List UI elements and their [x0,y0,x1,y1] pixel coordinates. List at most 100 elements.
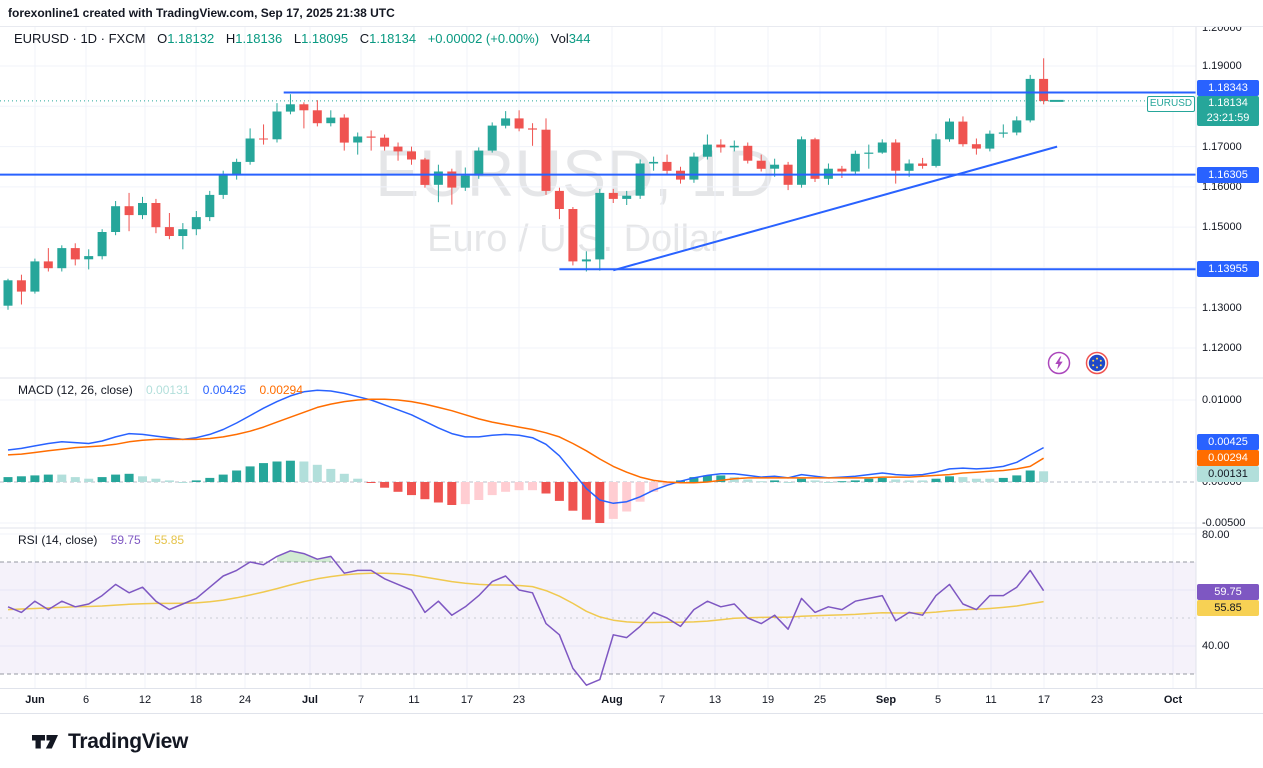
candle[interactable] [124,206,134,216]
candle[interactable] [487,125,497,151]
price-line-symbol-label[interactable]: EURUSD [1147,96,1195,112]
candle[interactable] [877,142,887,153]
candle[interactable] [918,163,928,166]
candle[interactable] [460,175,470,188]
candle[interactable] [554,190,564,209]
candle[interactable] [191,217,201,230]
rsi-ma-badge[interactable]: 55.85 [1197,600,1259,616]
macd-line-badge[interactable]: 0.00425 [1197,434,1259,450]
candle[interactable] [272,111,282,140]
candles-layer[interactable] [3,58,1049,310]
candle[interactable] [111,206,121,232]
candle[interactable] [864,152,874,154]
candle[interactable] [514,118,524,129]
candle[interactable] [662,161,672,171]
candle[interactable] [971,144,981,149]
rsi-title[interactable]: RSI (14, close) [18,533,98,547]
candle[interactable] [837,168,847,172]
drawings-layer[interactable] [0,91,1196,272]
candle[interactable] [299,104,309,111]
candle[interactable] [393,146,403,152]
candle[interactable] [407,151,416,160]
rsi-badge[interactable]: 59.75 [1197,584,1259,600]
candle[interactable] [689,156,699,180]
candle[interactable] [30,261,40,292]
symbol-title[interactable]: EURUSD · 1D · FXCM [14,31,146,46]
candle[interactable] [501,118,511,126]
candle[interactable] [339,117,349,143]
candle[interactable] [904,163,914,171]
candle[interactable] [1025,78,1035,121]
candle[interactable] [312,110,322,124]
symbol-legend[interactable]: EURUSD · 1D · FXCM O1.18132 H1.18136 L1.… [14,31,590,46]
candle[interactable] [433,171,443,185]
candle[interactable] [205,194,215,218]
candle[interactable] [97,232,107,257]
macd-signal-badge[interactable]: 0.00294 [1197,450,1259,466]
ascending-trendline[interactable] [613,145,1058,272]
candle[interactable] [245,138,255,162]
candle[interactable] [622,195,632,199]
candle[interactable] [743,145,753,161]
economic-event-lightning-icon[interactable] [1047,351,1071,375]
candle[interactable] [164,227,174,236]
candle[interactable] [353,136,363,143]
rsi-legend[interactable]: RSI (14, close) 59.75 55.85 [18,533,184,547]
candle[interactable] [770,164,780,169]
candle[interactable] [380,137,390,147]
candle[interactable] [649,161,659,164]
candle[interactable] [756,160,766,169]
candle[interactable] [985,133,995,149]
candle[interactable] [581,259,591,262]
candle[interactable] [931,139,941,166]
candle[interactable] [16,280,26,292]
candle[interactable] [729,145,739,148]
candle[interactable] [232,161,242,175]
last-price-badge[interactable]: 1.18134 23:21:59 [1197,96,1259,126]
candle[interactable] [635,163,645,196]
candle[interactable] [595,192,605,260]
tradingview-logo[interactable]: TradingView [30,728,188,755]
economic-event-eu-flag-icon[interactable] [1085,351,1109,375]
macd-legend[interactable]: MACD (12, 26, close) 0.00131 0.00425 0.0… [18,383,303,397]
candle[interactable] [366,136,376,138]
candle[interactable] [716,144,726,148]
candle[interactable] [57,248,67,269]
candle[interactable] [891,142,901,171]
candle[interactable] [259,138,268,140]
candle[interactable] [138,203,147,216]
candle[interactable] [945,121,954,140]
candle[interactable] [70,248,80,260]
candle[interactable] [1039,78,1049,102]
candle[interactable] [702,144,712,157]
candle[interactable] [178,229,188,236]
candle[interactable] [850,153,860,172]
candle[interactable] [447,171,457,188]
candle[interactable] [1012,120,1022,133]
candle[interactable] [151,203,161,228]
macd-title[interactable]: MACD (12, 26, close) [18,383,133,397]
candle[interactable] [810,139,820,179]
candle[interactable] [3,280,13,306]
candle[interactable] [608,192,618,199]
price-level-badge-mid[interactable]: 1.16305 [1197,167,1259,183]
price-level-badge-resistance[interactable]: 1.18343 [1197,80,1259,96]
candle[interactable] [568,209,578,262]
candle[interactable] [84,256,94,260]
macd-pane[interactable] [0,389,1196,523]
candle[interactable] [326,117,336,124]
candle[interactable] [958,121,968,145]
price-level-badge-support[interactable]: 1.13955 [1197,261,1259,277]
rsi-pane[interactable] [7,550,1045,686]
candle[interactable] [43,261,53,269]
time-axis[interactable] [0,688,1263,714]
candle[interactable] [797,139,806,185]
candle[interactable] [528,128,537,130]
macd-hist-badge[interactable]: 0.00131 [1197,466,1259,482]
candle[interactable] [285,104,295,112]
candle[interactable] [998,132,1008,134]
candle[interactable] [218,174,228,195]
candle[interactable] [474,150,484,176]
candle[interactable] [420,159,430,185]
